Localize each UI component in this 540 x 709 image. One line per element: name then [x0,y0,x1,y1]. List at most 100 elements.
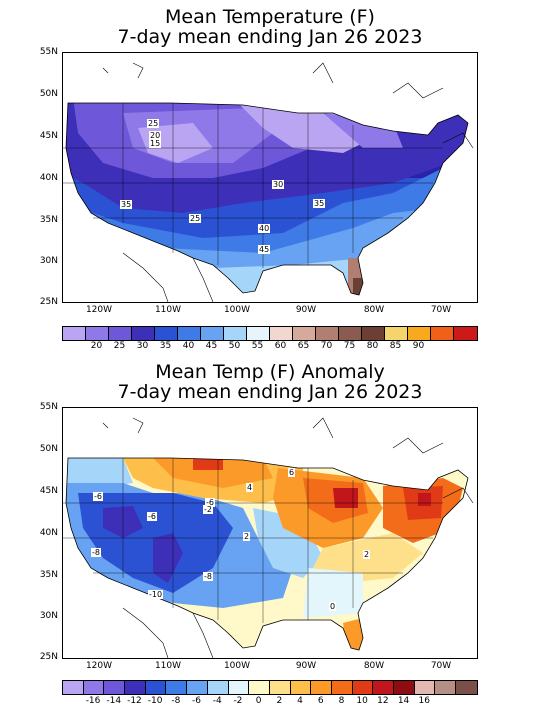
colorbar-label: -8 [171,696,181,706]
colorbar-swatch [352,681,374,694]
colorbar-swatch [132,327,155,340]
map1-coastlines [102,62,474,302]
map2-contour-label: -6 [147,512,157,521]
colorbar-label: 12 [377,696,389,706]
map2-lon-label: 100W [223,661,251,671]
map2-contour-label: 6 [288,468,296,477]
colorbar-swatch [311,681,332,694]
map1-contour-label: 35 [120,200,133,209]
map1-lat-label: 55N [39,47,58,57]
colorbar-label: 35 [159,341,172,351]
map1-lat-label: 50N [39,89,58,99]
map2-contour-label: -6 [205,498,215,507]
map2-lon-label: 120W [85,661,113,671]
colorbar-label: -4 [212,696,222,706]
colorbar-label: -12 [127,696,142,706]
colorbar-swatch [109,327,132,340]
colorbar-swatch [224,327,247,340]
map2-lon-label: 110W [154,661,182,671]
map1-lon-label: 100W [223,305,251,315]
colorbar-label: 6 [317,696,324,706]
colorbar-swatch [414,681,436,694]
colorbar-label: 16 [418,696,430,706]
map2-contour-label: -10 [148,590,164,599]
map1-lon-label: 70W [430,305,452,315]
colorbar-swatch [454,327,477,340]
map1-contour-label: 25 [189,214,202,223]
colorbar-swatch [435,681,457,694]
colorbar-label: 30 [136,341,149,351]
map2-lat-label: 35N [39,570,58,580]
colorbar-label: 40 [182,341,195,351]
map1-lat-label: 35N [39,215,58,225]
colorbar-label: 45 [205,341,218,351]
map2-lat-label: 55N [39,402,58,412]
colorbar-swatch [456,681,477,694]
colorbar-swatch [63,327,86,340]
colorbar-label: 4 [297,696,303,706]
map1-lat-label: 30N [39,256,58,266]
map2-contour-label: 4 [246,483,254,492]
colorbar-label: 25 [113,341,126,351]
colorbar-label: 90 [412,341,425,351]
map1-us-outline [65,102,469,296]
colorbar-swatch [63,681,84,694]
colorbar-swatch [270,327,293,340]
colorbar-swatch [155,327,178,340]
map1-state-lines [63,103,443,268]
map2-panel: -6 -8 -6 -10 -8 6 4 -2 -6 2 2 0 [62,407,478,659]
colorbar-swatch [247,327,270,340]
map1-contour-label: 20 [149,131,162,140]
map2-contour-label: 2 [363,550,371,559]
colorbar-swatch [431,327,454,340]
map2-lon-label: 70W [430,661,452,671]
colorbar-label: -14 [106,696,122,706]
map1-lat-label: 25N [39,297,58,307]
map2-contour-label: -8 [91,548,101,557]
colorbar-swatch [178,327,201,340]
map1-title-line2: 7-day mean ending Jan 26 2023 [117,26,423,48]
colorbar-label: 70 [320,341,333,351]
map1-colorbar [62,326,478,341]
colorbar-swatch [394,681,415,694]
colorbar-label: 85 [389,341,402,351]
colorbar-swatch [316,327,339,340]
colorbar-label: 60 [274,341,287,351]
colorbar-label: 14 [397,696,410,706]
map2-coastlines [102,417,474,658]
colorbar-label: 8 [338,696,345,706]
colorbar-label: 75 [343,341,356,351]
map1-contour-label: 45 [258,245,271,254]
colorbar-swatch [385,327,408,340]
colorbar-label: 20 [90,341,103,351]
colorbar-swatch [145,681,167,694]
colorbar-label: 80 [366,341,379,351]
map1-panel: 25 20 15 30 35 35 25 40 45 [62,52,478,303]
colorbar-swatch [125,681,146,694]
map2-lon-label: 90W [295,661,317,671]
map2-title-line2: 7-day mean ending Jan 26 2023 [117,381,423,403]
map1-lon-label: 80W [363,305,385,315]
map2-contour-label: 0 [329,602,337,611]
colorbar-swatch [207,681,229,694]
map1-contour-label: 35 [313,199,326,208]
map2-lon-label: 80W [363,661,385,671]
colorbar-label: 0 [255,696,262,706]
colorbar-swatch [104,681,126,694]
map2-lat-label: 45N [39,486,58,496]
colorbar-swatch [269,681,291,694]
colorbar-label: -10 [147,696,163,706]
map1-svg [63,62,474,302]
colorbar-label: -2 [233,696,243,706]
colorbar-label: -16 [85,696,101,706]
colorbar-label: -6 [192,696,202,706]
colorbar-swatch [201,327,224,340]
map1-contour-label: 15 [149,139,162,148]
map1-contour-label: 25 [147,119,160,128]
colorbar-swatch [290,681,312,694]
map2-lat-label: 30N [39,611,58,621]
colorbar-swatch [339,327,362,340]
map2-contour-label: -2 [203,505,213,514]
colorbar-label: 50 [228,341,241,351]
map1-contour-label: 40 [258,224,271,233]
